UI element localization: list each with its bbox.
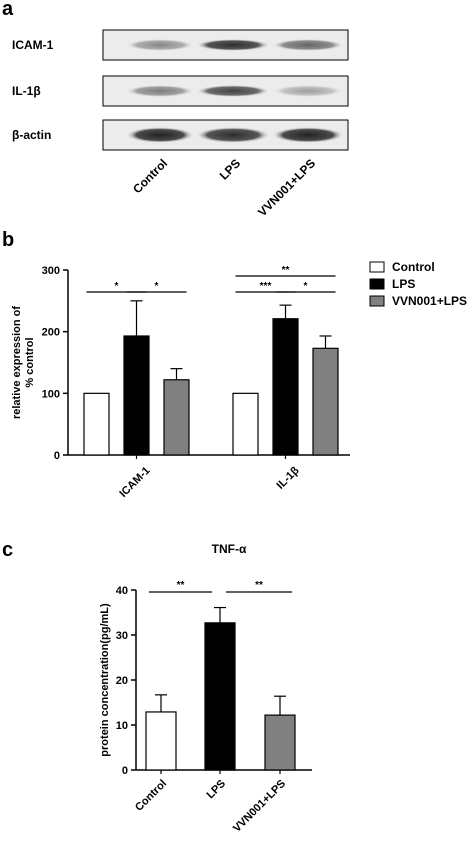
significance-label: **	[282, 265, 290, 276]
legend-swatch-vvn001-lps	[369, 295, 385, 307]
legend-label-vvn001-lps: VVN001+LPS	[392, 294, 467, 308]
y-axis-title: protein concentration(pg/mL)	[99, 603, 111, 757]
lane-label-control: Control	[130, 156, 170, 196]
lane-label-vvn001-lps: VVN001+LPS	[255, 156, 318, 219]
significance-label: *	[115, 281, 119, 292]
y-tick-label: 30	[116, 630, 128, 642]
x-tick-label-il-1: IL-1β	[275, 464, 302, 491]
chart-tnf-alpha: TNF-α 0 10 20 30 40 protein concentration(pg/m…	[99, 542, 312, 835]
bar-control-il-1	[232, 392, 259, 456]
y-tick-label: 300	[42, 265, 60, 277]
legend-label-lps: LPS	[392, 277, 415, 291]
bar-vvn001-lps-il-1	[312, 347, 339, 456]
blot-band	[272, 127, 344, 143]
y-axis-title-line: relative expression of	[11, 306, 23, 419]
y-tick-label: 40	[116, 585, 128, 597]
blot-band	[196, 127, 270, 143]
bar-lps	[204, 622, 236, 771]
legend-swatch-lps	[369, 278, 385, 290]
y-tick-label: 0	[54, 450, 60, 462]
y-tick-label: 200	[42, 327, 60, 339]
western-blot: ICAM-1 IL-1β β-actin Control LPS VVN001+LPS	[12, 29, 349, 219]
y-tick-label: 0	[122, 765, 128, 777]
blot-band	[272, 39, 344, 51]
bar-lps-il-1	[272, 318, 299, 456]
blot-label-il-1: IL-1β	[12, 84, 41, 98]
y-tick-label: 100	[42, 388, 60, 400]
blot-band	[196, 85, 270, 97]
blot-label-actin: β-actin	[12, 128, 51, 142]
blot-band	[126, 127, 194, 143]
y-tick-label: 10	[116, 720, 128, 732]
legend-label-control: Control	[392, 260, 435, 274]
bar-lps-icam-1	[123, 335, 150, 456]
significance-label: **	[177, 580, 185, 591]
x-tick-label-icam-1: ICAM-1	[117, 465, 152, 500]
y-axis-title-line: % control	[24, 337, 36, 387]
bar-vvn001-lps-icam-1	[163, 379, 190, 456]
bar-control-icam-1	[83, 392, 110, 456]
blot-band	[196, 39, 270, 51]
chart-title: TNF-α	[212, 542, 247, 556]
bar-control	[145, 711, 177, 771]
blot-band	[126, 39, 194, 51]
panel-letter-c: c	[2, 539, 13, 561]
x-tick-label-lps: LPS	[204, 778, 228, 802]
panel-letter-b: b	[2, 229, 14, 251]
x-tick-label-vvn001-lps: VVN001+LPS	[231, 778, 288, 835]
x-tick-label-control: Control	[133, 778, 169, 814]
blot-band	[126, 85, 194, 97]
blot-band	[272, 85, 344, 97]
lane-label-lps: LPS	[217, 156, 243, 182]
bar-vvn001-lps	[264, 714, 296, 771]
panel-letter-a: a	[2, 0, 14, 20]
significance-label: **	[255, 580, 263, 591]
significance-label: *	[304, 281, 308, 292]
significance-label: *	[155, 281, 159, 292]
legend-swatch-control	[369, 261, 385, 273]
y-tick-label: 20	[116, 675, 128, 687]
y-axis-title: relative expression of% control	[11, 306, 36, 419]
significance-label: ***	[260, 281, 272, 292]
blot-label-icam-1: ICAM-1	[12, 38, 54, 52]
chart-relative-expression: 0 100 200 300 relative expression of% contro…	[11, 260, 467, 500]
